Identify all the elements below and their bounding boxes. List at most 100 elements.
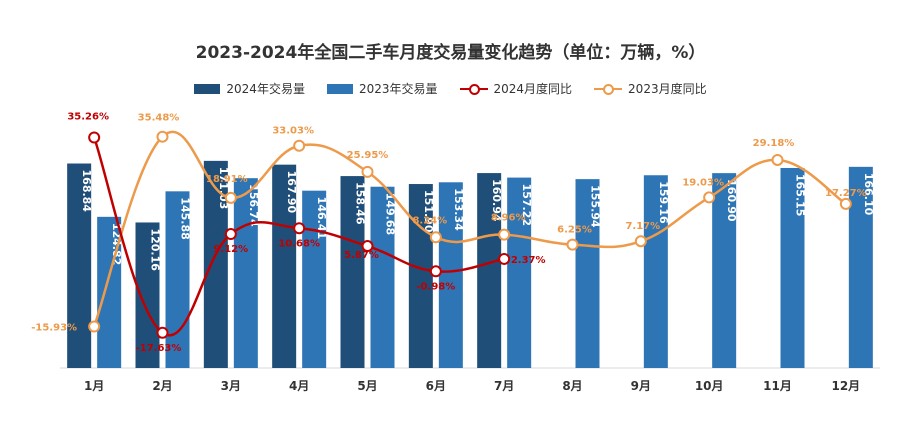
legend-label-2023-volume: 2023年交易量: [358, 82, 438, 96]
point-2023-yoy-7[interactable]: [498, 228, 511, 241]
bar-2024-4[interactable]: [272, 164, 297, 368]
bar-label-2023-3: 156.74: [247, 184, 260, 227]
point-label-2023-yoy-10: 19.03%: [682, 177, 724, 188]
x-tick-label: 1月: [84, 379, 104, 393]
x-tick-label: 5月: [357, 379, 377, 393]
bar-label-2023-9: 159.16: [657, 181, 670, 224]
legend-item-2024-volume[interactable]: 2024年交易量: [194, 80, 305, 97]
x-tick-label: 12月: [831, 379, 860, 393]
legend-item-2024-yoy[interactable]: 2024月度同比: [459, 80, 573, 97]
bar-label-2023-10: 160.90: [725, 179, 738, 222]
point-2023-yoy-10[interactable]: [703, 191, 716, 204]
x-tick-label: 7月: [494, 379, 514, 393]
bar-label-2023-8: 155.94: [589, 185, 602, 228]
bar-label-2023-1: 124.82: [110, 223, 123, 265]
point-2023-yoy-9[interactable]: [634, 235, 647, 248]
x-tick-label: 3月: [221, 379, 241, 393]
x-tick-label: 2月: [152, 379, 172, 393]
bar-2023-1[interactable]: [97, 216, 122, 368]
point-label-2023-yoy-3: 18.91%: [206, 174, 248, 185]
bar-2023-8[interactable]: [575, 179, 600, 368]
legend-swatch-2024-volume: [194, 83, 221, 94]
chart-title: 2023-2024年全国二手车月度交易量变化趋势（单位：万辆，%）: [195, 43, 706, 63]
x-tick-label: 11月: [763, 379, 792, 393]
bar-2023-5[interactable]: [370, 186, 395, 368]
bar-label-2023-5: 149.68: [384, 193, 397, 235]
point-2024-yoy-4[interactable]: [293, 222, 306, 235]
legend-item-2023-volume[interactable]: 2023年交易量: [326, 80, 438, 97]
point-2023-yoy-5[interactable]: [361, 165, 374, 178]
x-tick-label: 4月: [289, 379, 309, 393]
point-label-2024-yoy-6: -0.98%: [416, 281, 455, 292]
bar-label-2023-6: 153.34: [452, 188, 465, 231]
legend-swatch-2023-yoy: [594, 83, 623, 95]
point-label-2024-yoy-5: 5.87%: [344, 250, 379, 261]
bar-label-2023-7: 157.22: [520, 184, 533, 226]
point-label-2024-yoy-1: 35.26%: [67, 112, 109, 123]
point-label-2023-yoy-7: 8.96%: [491, 213, 526, 224]
point-2023-yoy-6[interactable]: [429, 231, 442, 244]
point-label-2023-yoy-11: 29.18%: [753, 138, 795, 149]
point-label-2023-yoy-2: 35.48%: [138, 113, 180, 124]
point-2023-yoy-12[interactable]: [839, 197, 852, 210]
legend-label-2024-yoy: 2024月度同比: [493, 82, 573, 96]
point-label-2023-yoy-1: -15.93%: [31, 323, 77, 334]
point-label-2023-yoy-5: 25.95%: [347, 150, 389, 161]
bar-2023-3[interactable]: [233, 178, 258, 368]
bar-label-2023-12: 166.10: [862, 173, 875, 216]
bar-2023-4[interactable]: [302, 190, 327, 368]
bar-label-2023-2: 145.88: [179, 197, 192, 239]
legend-label-2023-yoy: 2023月度同比: [628, 82, 707, 96]
point-2023-yoy-4[interactable]: [293, 139, 306, 152]
point-label-2023-yoy-9: 7.17%: [625, 221, 660, 232]
bar-2024-1[interactable]: [67, 163, 92, 368]
bar-label-2024-7: 160.94: [490, 179, 503, 222]
point-label-2023-yoy-4: 33.03%: [272, 126, 314, 137]
point-2024-yoy-3[interactable]: [224, 228, 237, 241]
point-2024-yoy-7[interactable]: [498, 252, 511, 265]
point-label-2024-yoy-4: 10.68%: [278, 238, 320, 249]
bar-2023-9[interactable]: [643, 175, 668, 368]
bar-2024-7[interactable]: [477, 173, 502, 368]
legend-swatch-2023-volume: [326, 83, 353, 94]
bar-label-2024-1: 168.84: [80, 170, 93, 213]
point-label-2024-yoy-2: -17.63%: [136, 343, 182, 354]
point-2023-yoy-2[interactable]: [156, 130, 169, 143]
bar-label-2024-4: 167.90: [285, 171, 298, 214]
x-tick-label: 9月: [631, 379, 651, 393]
x-tick-label: 6月: [426, 379, 446, 393]
bar-label-2024-6: 151.90: [422, 190, 435, 233]
point-2024-yoy-1[interactable]: [88, 131, 101, 144]
bar-label-2024-5: 158.46: [354, 182, 367, 225]
bar-2023-11[interactable]: [780, 167, 805, 368]
bar-2023-6[interactable]: [438, 182, 463, 368]
legend-item-2023-yoy[interactable]: 2023月度同比: [594, 80, 707, 97]
point-2023-yoy-3[interactable]: [224, 191, 237, 204]
point-2024-yoy-6[interactable]: [429, 265, 442, 278]
legend-swatch-2024-yoy: [459, 83, 488, 95]
x-tick-label: 10月: [695, 379, 724, 393]
bar-label-2024-2: 120.16: [149, 228, 162, 271]
point-2023-yoy-11[interactable]: [771, 153, 784, 166]
bar-2024-5[interactable]: [340, 176, 365, 368]
point-label-2023-yoy-12: 17.27%: [825, 188, 867, 199]
bar-2024-6[interactable]: [408, 184, 433, 368]
point-2023-yoy-1[interactable]: [88, 320, 101, 333]
point-label-2024-yoy-3: 9.12%: [213, 244, 248, 255]
bar-2023-12[interactable]: [848, 166, 873, 368]
bar-2023-2[interactable]: [165, 191, 190, 368]
point-label-2024-yoy-7: 2.37%: [511, 255, 546, 266]
x-tick-label: 8月: [562, 379, 582, 393]
point-label-2023-yoy-8: 6.25%: [557, 225, 592, 236]
point-2024-yoy-2[interactable]: [156, 326, 169, 339]
point-2023-yoy-8[interactable]: [566, 238, 579, 251]
bar-label-2023-11: 165.15: [794, 174, 807, 216]
bar-2023-7[interactable]: [507, 177, 532, 368]
bar-2023-10[interactable]: [712, 173, 737, 368]
point-label-2023-yoy-6: 8.24%: [412, 215, 447, 226]
point-2024-yoy-5[interactable]: [361, 240, 374, 253]
legend-label-2024-volume: 2024年交易量: [226, 82, 305, 96]
bar-label-2023-4: 146.41: [315, 197, 328, 239]
